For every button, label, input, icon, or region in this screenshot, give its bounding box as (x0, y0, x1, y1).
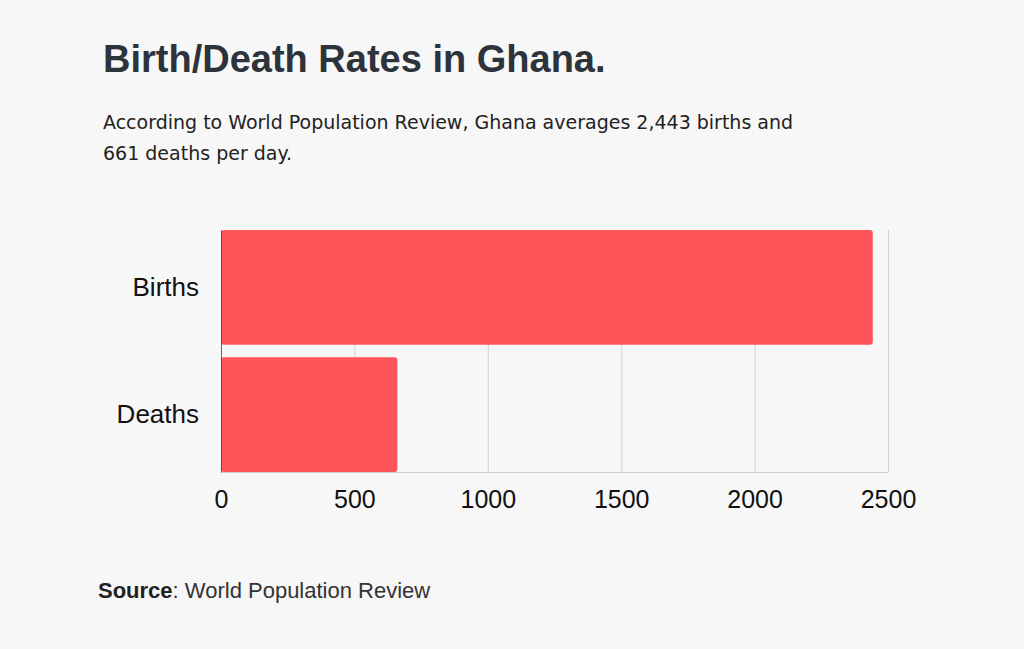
x-axis: 0 500 1000 1500 2000 2500 (215, 230, 917, 513)
tick-label: 0 (215, 485, 229, 513)
subtitle: According to World Population Review, Gh… (103, 107, 803, 169)
tick: Deaths (117, 399, 199, 429)
x-axis-line (222, 472, 889, 473)
y-axis: Births Deaths (117, 231, 222, 473)
chart: 0 500 1000 1500 2000 2500 Births Deaths Source: … (0, 0, 1024, 649)
bar (221, 357, 397, 472)
tick-label: 1500 (594, 485, 650, 513)
grid-line (221, 230, 222, 472)
tick-label: 2000 (727, 485, 783, 513)
grid-line (888, 230, 889, 472)
title: Birth/Death Rates in Ghana. (103, 38, 606, 81)
category-label: Births (133, 272, 199, 302)
bars (221, 230, 873, 472)
tick-label: 500 (334, 485, 376, 513)
source: Source: World Population Review (98, 578, 430, 603)
bar (221, 230, 873, 345)
tick-label: 2500 (861, 485, 917, 513)
tick: Births (133, 272, 199, 302)
category-label: Deaths (117, 399, 199, 429)
tick-label: 1000 (460, 485, 516, 513)
y-axis-line (221, 231, 222, 473)
